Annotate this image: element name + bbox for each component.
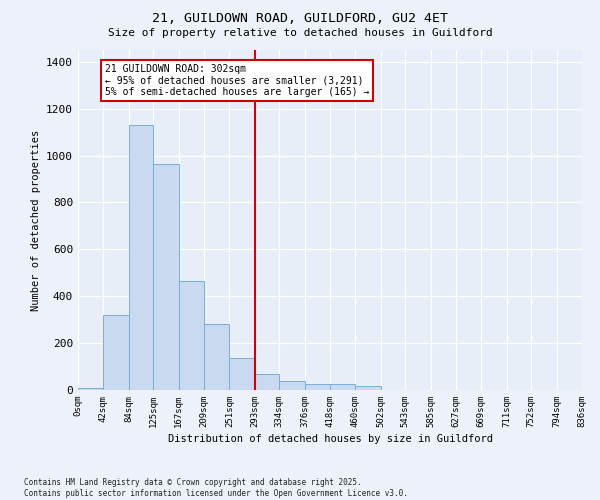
Bar bbox=[280, 381, 305, 390]
Text: 21, GUILDOWN ROAD, GUILDFORD, GU2 4ET: 21, GUILDOWN ROAD, GUILDFORD, GU2 4ET bbox=[152, 12, 448, 26]
X-axis label: Distribution of detached houses by size in Guildford: Distribution of detached houses by size … bbox=[167, 434, 493, 444]
Y-axis label: Number of detached properties: Number of detached properties bbox=[31, 130, 41, 310]
Bar bbox=[254, 374, 280, 390]
Bar bbox=[179, 281, 204, 390]
Bar bbox=[103, 315, 128, 390]
Bar bbox=[229, 358, 254, 390]
Bar bbox=[330, 384, 355, 390]
Text: Size of property relative to detached houses in Guildford: Size of property relative to detached ho… bbox=[107, 28, 493, 38]
Bar bbox=[204, 324, 229, 390]
Bar bbox=[355, 386, 380, 390]
Text: 21 GUILDOWN ROAD: 302sqm
← 95% of detached houses are smaller (3,291)
5% of semi: 21 GUILDOWN ROAD: 302sqm ← 95% of detach… bbox=[104, 64, 369, 98]
Bar bbox=[78, 388, 103, 390]
Text: Contains HM Land Registry data © Crown copyright and database right 2025.
Contai: Contains HM Land Registry data © Crown c… bbox=[24, 478, 408, 498]
Bar bbox=[305, 384, 330, 390]
Bar bbox=[154, 164, 179, 390]
Bar bbox=[128, 125, 154, 390]
